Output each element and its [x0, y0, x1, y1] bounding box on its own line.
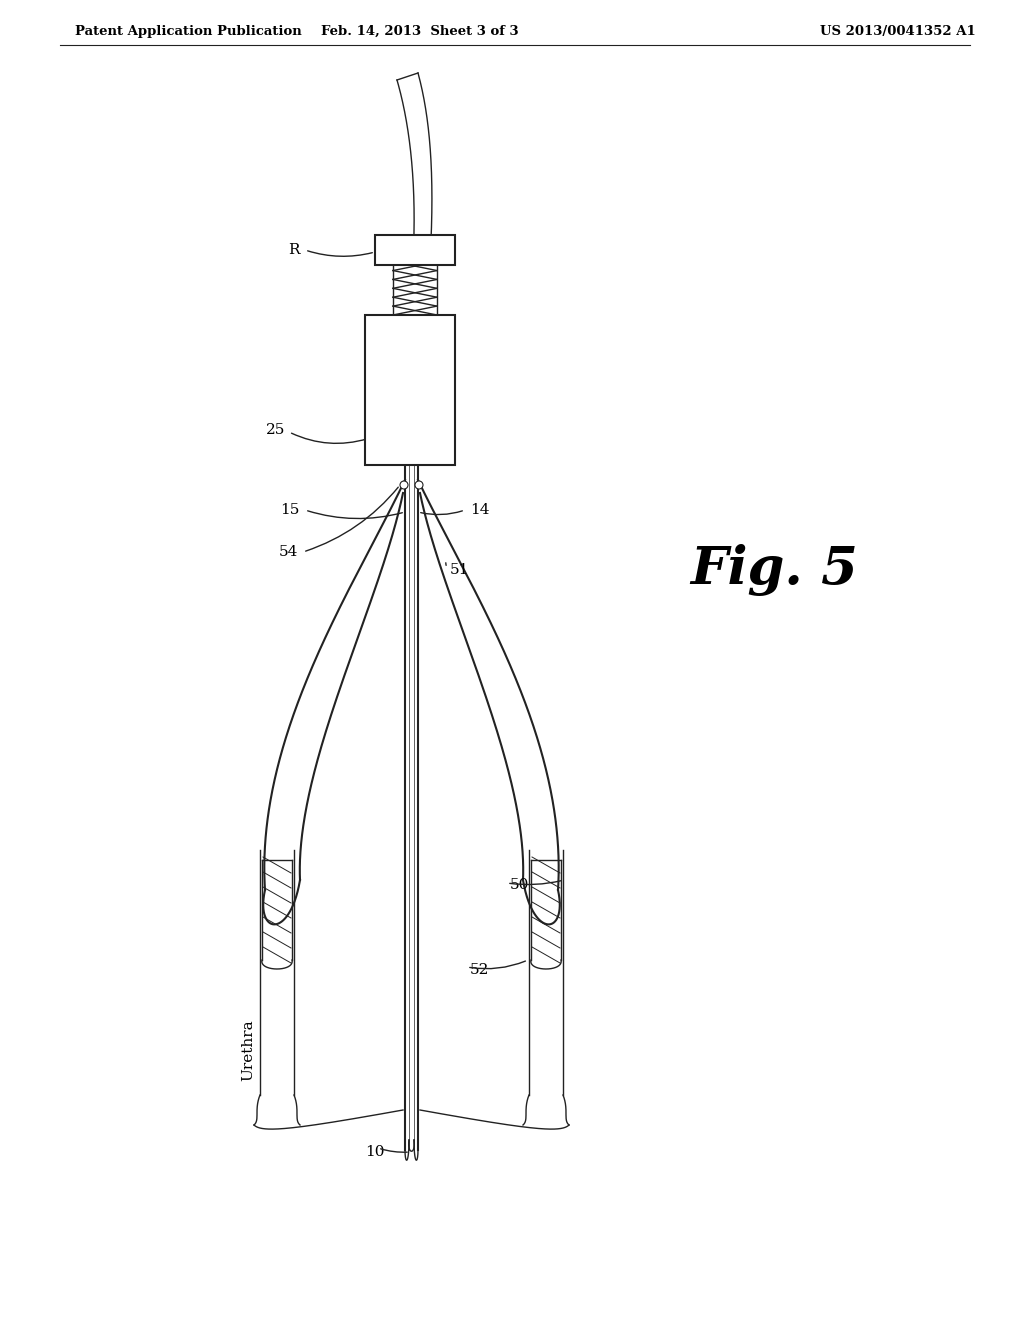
Circle shape	[415, 480, 423, 488]
Bar	[365, 315, 455, 465]
Text: R: R	[289, 243, 300, 257]
Text: Patent Application Publication: Patent Application Publication	[75, 25, 302, 38]
Text: Fig. 5: Fig. 5	[690, 544, 858, 597]
Text: 51: 51	[450, 564, 469, 577]
Circle shape	[400, 480, 408, 488]
Text: 25: 25	[265, 422, 285, 437]
Text: Feb. 14, 2013  Sheet 3 of 3: Feb. 14, 2013 Sheet 3 of 3	[322, 25, 519, 38]
Text: 14: 14	[470, 503, 489, 517]
Text: Urethra: Urethra	[241, 1019, 255, 1081]
Text: 10: 10	[366, 1144, 385, 1159]
Text: 15: 15	[281, 503, 300, 517]
Bar	[375, 235, 455, 265]
Text: US 2013/0041352 A1: US 2013/0041352 A1	[820, 25, 976, 38]
Text: 54: 54	[279, 545, 298, 558]
Text: 50: 50	[510, 878, 529, 892]
Text: 52: 52	[470, 964, 489, 977]
